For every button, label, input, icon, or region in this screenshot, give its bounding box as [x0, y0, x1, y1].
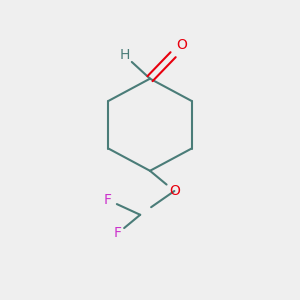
Text: O: O — [177, 38, 188, 52]
Text: F: F — [104, 193, 112, 207]
Text: F: F — [114, 226, 122, 240]
Text: O: O — [169, 184, 180, 198]
Text: H: H — [119, 49, 130, 62]
